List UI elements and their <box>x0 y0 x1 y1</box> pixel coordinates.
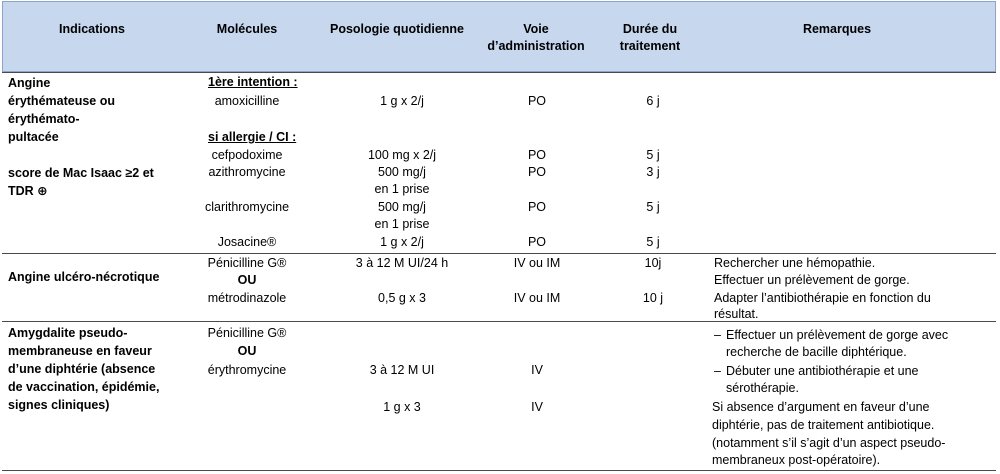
row1-indication: Angine érythémateuse ou érythémato- pult… <box>8 76 154 198</box>
table-header <box>2 1 996 72</box>
duree-cell: 5 j <box>646 148 660 162</box>
remark-text: (notamment s’il s’agit d’un aspect pseud… <box>712 436 946 450</box>
remark-text: recherche de bacille diphtérique. <box>726 345 907 359</box>
drug-josacine: Josacine® <box>217 235 277 249</box>
remark-text: Adapter l’antibiothérapie en fonction du <box>714 291 931 305</box>
duree-cell: 10j <box>644 256 662 270</box>
row2-indication: Angine ulcéro-nécrotique <box>8 270 160 284</box>
duree-cell: 6 j <box>646 94 660 108</box>
dose-cell: 500 mg/j <box>378 200 426 214</box>
voie-cell: PO <box>527 94 547 108</box>
voie-cell: IV <box>531 363 543 377</box>
duree-cell: 5 j <box>646 235 660 249</box>
remark-text: diphtérie, pas de traitement antibiotiqu… <box>712 418 935 432</box>
header-molecules: Molécules <box>216 22 278 36</box>
row-divider <box>2 321 996 322</box>
duree-cell: 5 j <box>646 200 660 214</box>
dose-cell: 3 à 12 M UI/24 h <box>355 256 449 270</box>
remark-text: Effectuer un prélèvement de gorge. <box>714 273 910 287</box>
remark-text: Si absence d’argument en faveur d’une <box>712 400 930 414</box>
row-divider <box>2 253 996 254</box>
dose-cell: 100 mg x 2/j <box>367 148 437 162</box>
allergy-label: si allergie / CI : <box>208 130 297 144</box>
remark-text: résultat. <box>714 307 759 321</box>
or-label: OU <box>237 344 257 358</box>
voie-cell: IV <box>531 400 543 414</box>
duree-cell: 3 j <box>646 165 660 179</box>
drug-azithromycine: azithromycine <box>208 165 286 179</box>
drug-penicilline-g: Pénicilline G® <box>207 256 287 270</box>
first-intention-label: 1ère intention : <box>208 75 298 89</box>
drug-amoxicilline: amoxicilline <box>214 94 280 108</box>
dose-cell: 0,5 g x 3 <box>378 291 426 305</box>
duree-cell: 10 j <box>642 291 664 305</box>
header-voie: Voie d’administration <box>487 22 585 53</box>
dose-cell: 3 à 12 M UI <box>369 363 435 377</box>
header-remarques: Remarques <box>802 22 872 36</box>
dose-cell: en 1 prise <box>374 217 430 231</box>
voie-cell: PO <box>527 165 547 179</box>
voie-cell: IV ou IM <box>513 256 561 270</box>
drug-penicilline-g: Pénicilline G® <box>207 326 287 340</box>
row-divider <box>2 470 996 471</box>
voie-cell: PO <box>527 148 547 162</box>
remark-text: membraneux post-opératoire). <box>712 453 881 467</box>
dash-icon: – <box>714 328 721 342</box>
dose-cell: en 1 prise <box>374 182 430 196</box>
remark-text: Débuter une antibiothérapie et une <box>726 364 919 378</box>
dose-cell: 1 g x 2/j <box>380 235 424 249</box>
remark-text: Effectuer un prélèvement de gorge avec <box>726 328 949 342</box>
drug-clarithromycine: clarithromycine <box>204 200 290 214</box>
header-posologie: Posologie quotidienne <box>329 22 465 36</box>
row3-indication: Amygdalite pseudo- membraneuse en faveur… <box>8 326 160 412</box>
dose-cell: 500 mg/j <box>378 165 426 179</box>
drug-cefpodoxime: cefpodoxime <box>211 148 283 162</box>
header-indications: Indications <box>59 22 125 36</box>
dose-cell: 1 g x 3 <box>383 400 421 414</box>
remark-text: sérothérapie. <box>726 381 799 395</box>
row-divider <box>2 72 996 73</box>
header-duree: Durée du traitement <box>619 22 681 53</box>
dose-cell: 1 g x 2/j <box>380 94 424 108</box>
dash-icon: – <box>714 364 721 378</box>
voie-cell: PO <box>527 200 547 214</box>
drug-erythromycine: érythromycine <box>207 363 287 377</box>
or-label: OU <box>237 273 257 287</box>
remark-text: Rechercher une hémopathie. <box>714 256 876 270</box>
voie-cell: PO <box>527 235 547 249</box>
voie-cell: IV ou IM <box>513 291 561 305</box>
drug-metronidazole: métrodinazole <box>207 291 287 305</box>
